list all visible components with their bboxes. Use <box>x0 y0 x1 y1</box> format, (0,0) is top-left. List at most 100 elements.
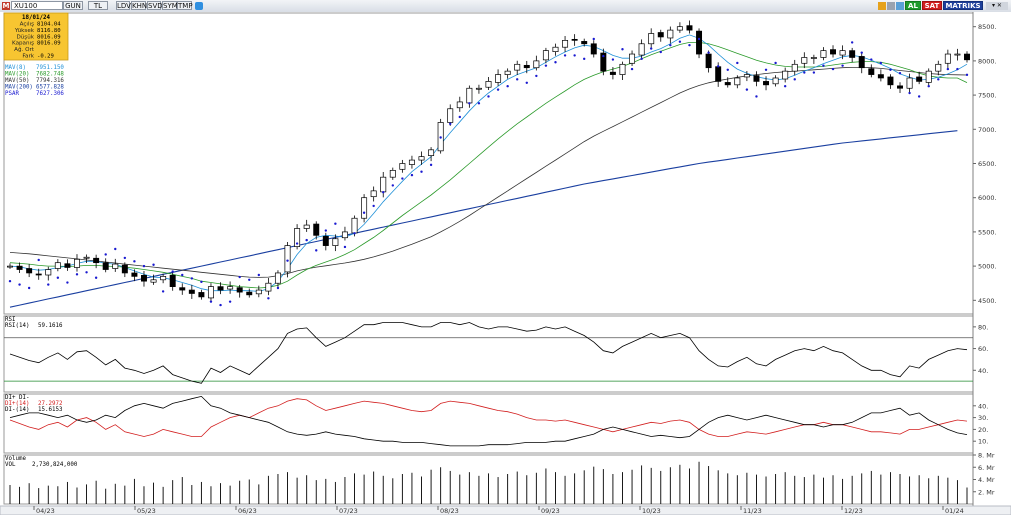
mode-button-svd[interactable]: SVD <box>147 1 163 10</box>
legend-value: 7682.748 <box>36 72 64 78</box>
psar-dot <box>793 78 796 81</box>
candle-body <box>581 41 588 45</box>
y-tick-label: 60. <box>978 345 988 353</box>
y-tick-label: 80. <box>978 323 988 331</box>
legend-label: MAV(200) <box>5 85 33 91</box>
info-date: 18/01/24 <box>22 15 50 21</box>
psar-dot <box>850 41 854 44</box>
matriks-button[interactable]: MATRIKS <box>943 1 983 10</box>
sell-button[interactable]: SAT <box>922 1 942 10</box>
psar-dot <box>879 61 883 65</box>
mode-button-khn[interactable]: KHN <box>131 1 148 10</box>
psar-dot <box>429 163 433 167</box>
bird-icon[interactable] <box>195 2 203 10</box>
legend-value: 7794.316 <box>36 78 64 84</box>
x-tick-label: 11/23 <box>743 507 762 515</box>
psar-dot <box>946 67 950 71</box>
candle-body <box>753 75 760 82</box>
psar-dot <box>85 271 88 274</box>
psar-dot <box>602 54 605 58</box>
y-tick-label: 8000. <box>978 57 997 65</box>
y-tick-label: 8. Mr <box>978 452 995 460</box>
x-tick-label: 12/23 <box>844 507 863 515</box>
candle-body <box>399 163 406 170</box>
candle-body <box>676 26 683 31</box>
candle-body <box>590 43 597 55</box>
candle-body <box>408 159 415 165</box>
mode-button-sym[interactable]: SYM <box>162 1 178 10</box>
rsi-layer <box>4 322 973 384</box>
mode-button-ldv[interactable]: LDV <box>116 1 131 10</box>
psar-dot <box>401 177 404 180</box>
di-title: DI+ DI- <box>5 395 29 401</box>
psar-dot <box>200 280 203 284</box>
candle-body <box>619 63 626 75</box>
psar-dot <box>439 136 442 139</box>
lock-icon[interactable] <box>887 2 895 10</box>
psar-dot <box>8 279 12 283</box>
candle-body <box>916 76 923 82</box>
info-row-value: 8116.80 <box>37 28 61 34</box>
candle-body <box>495 74 502 83</box>
psar-dot <box>611 58 615 61</box>
psar-dot <box>391 184 394 187</box>
psar-dot <box>659 50 662 54</box>
psar-dot <box>736 61 739 65</box>
mode-button-tmp[interactable]: TMP <box>177 1 193 10</box>
info-row-value: 8104.04 <box>37 22 61 28</box>
psar-dot <box>353 232 356 235</box>
y-tick-label: 10. <box>978 438 988 446</box>
psar-dot <box>774 61 777 65</box>
psar-dot <box>535 74 538 78</box>
candle-body <box>274 272 281 284</box>
candle-body <box>791 63 798 72</box>
period-selector[interactable]: GUN <box>63 1 83 10</box>
symbol-selector[interactable]: XU100 <box>11 1 63 10</box>
candle-body <box>341 231 348 239</box>
legend-value: 59.1616 <box>38 323 63 329</box>
toolbar: M XU100 GUN TL LDV KHN SVD SYM TMP AL SA… <box>0 0 1011 13</box>
psar-dot <box>142 264 146 268</box>
legend-value: 27.2972 <box>38 401 62 407</box>
currency-selector[interactable]: TL <box>88 1 108 10</box>
psar-dot <box>47 283 50 286</box>
candle-body <box>35 273 42 276</box>
candle-body <box>207 286 214 299</box>
psar-dot <box>18 283 21 286</box>
info-row-label: Fark <box>22 54 34 60</box>
axes-layer: 04/23 05/23 06/23 07/23 08/23 09/23 10/23 11/23… <box>36 23 997 515</box>
psar-dot <box>123 256 127 260</box>
psar-dot <box>324 229 328 232</box>
psar-dot <box>468 102 471 105</box>
candle-body <box>944 53 951 64</box>
candle-body <box>820 50 827 58</box>
buy-button[interactable]: AL <box>905 1 921 10</box>
y-tick-label: 40. <box>978 367 988 375</box>
window-controls-icon[interactable]: ▾ ✕ <box>986 2 1008 10</box>
candle-body <box>925 70 932 83</box>
info-row-value: 8016.09 <box>37 41 61 47</box>
psar-dot <box>181 273 184 277</box>
psar-dot <box>410 173 414 177</box>
info-row-label: Düşük <box>16 34 34 40</box>
y-tick-label: 7500. <box>978 92 997 100</box>
candle-body <box>447 108 454 123</box>
refresh-icon[interactable] <box>878 2 886 10</box>
m-logo-icon[interactable]: M <box>2 2 10 10</box>
chart-icon[interactable] <box>896 2 904 10</box>
candle-body <box>121 264 128 274</box>
legend-value: 15.6153 <box>38 407 63 413</box>
psar-dot <box>372 204 375 208</box>
info-row-value: -0.29 <box>37 54 54 60</box>
psar-dot <box>621 48 624 51</box>
candle-body <box>562 40 569 48</box>
psar-dot <box>669 43 672 47</box>
candle-body <box>160 276 167 281</box>
psar-dot <box>688 43 691 47</box>
psar-dot <box>334 222 337 225</box>
ma8-layer <box>9 34 968 292</box>
legend-value: 6577.828 <box>36 85 64 91</box>
psar-dot <box>707 51 710 54</box>
psar-dot <box>937 78 940 81</box>
info-row-label: Ağ. Ort <box>14 46 35 53</box>
